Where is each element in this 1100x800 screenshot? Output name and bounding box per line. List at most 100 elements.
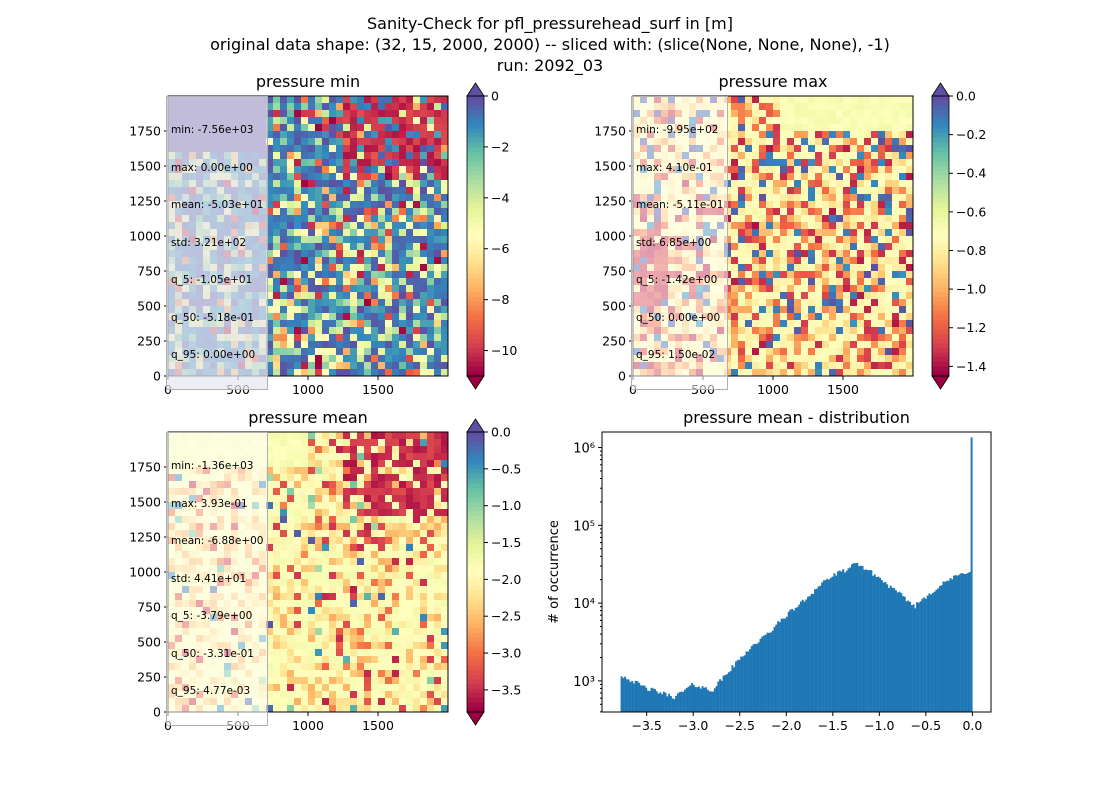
heatmap-cell (738, 166, 746, 174)
heatmap-cell (906, 145, 914, 153)
heatmap-cell (357, 327, 365, 335)
heatmap-cell (364, 243, 372, 251)
heatmap-cell (822, 215, 830, 223)
heatmap-cell (434, 145, 442, 153)
heatmap-cell (280, 264, 288, 272)
heatmap-cell (829, 222, 837, 230)
heatmap-cell (808, 278, 816, 286)
heatmap-cell (301, 117, 309, 125)
heatmap-cell (413, 292, 421, 300)
heatmap-cell (843, 334, 851, 342)
colorbar-segment (932, 147, 949, 153)
colorbar-segment (467, 217, 484, 223)
heatmap-cell (752, 299, 760, 307)
heatmap-cell (294, 313, 302, 321)
heatmap-cell (399, 264, 407, 272)
heatmap-cell (287, 362, 295, 370)
heatmap-cell (413, 194, 421, 202)
heatmap-cell (766, 201, 774, 209)
colorbar-segment (932, 324, 949, 330)
heatmap-cell (871, 201, 879, 209)
heatmap-cell (322, 278, 330, 286)
heatmap-cell (427, 348, 435, 356)
heatmap-cell (287, 453, 295, 461)
heatmap-cell (752, 173, 760, 181)
heatmap-cell (745, 334, 753, 342)
stat-min: min: -7.56e+03 (171, 124, 254, 136)
heatmap-cell (815, 229, 823, 237)
heatmap-cell (308, 96, 316, 104)
heatmap-cell (780, 264, 788, 272)
heatmap-cell (350, 215, 358, 223)
heatmap-cell (308, 264, 316, 272)
heatmap-cell (294, 341, 302, 349)
heatmap-cell (378, 180, 386, 188)
heatmap-cell (266, 278, 274, 286)
heatmap-cell (766, 299, 774, 307)
heatmap-cell (427, 215, 435, 223)
heatmap-cell (801, 117, 809, 125)
heatmap-cell (864, 201, 872, 209)
heatmap-cell (892, 264, 900, 272)
colorbar-segment (932, 138, 949, 144)
heatmap-cell (850, 222, 858, 230)
heatmap-cell (371, 117, 379, 125)
heatmap-cell (878, 194, 886, 202)
heatmap-cell (315, 481, 323, 489)
heatmap-cell (829, 257, 837, 265)
heatmap-cell (794, 194, 802, 202)
heatmap-cell (399, 152, 407, 160)
heatmap-cell (878, 236, 886, 244)
heatmap-cell (906, 250, 914, 258)
stat-mean: mean: -5.11e-01 (636, 199, 724, 211)
heatmap-cell (364, 495, 372, 503)
heatmap-cell (406, 124, 414, 132)
heatmap-cell (766, 334, 774, 342)
heatmap-cell (787, 278, 795, 286)
heatmap-cell (315, 432, 323, 440)
colorbar-segment (467, 100, 484, 106)
heatmap-cell (808, 131, 816, 139)
heatmap-cell (780, 229, 788, 237)
heatmap-cell (420, 103, 428, 111)
heatmap-cell (864, 250, 872, 258)
heatmap-cell (406, 439, 414, 447)
heatmap-cell (322, 201, 330, 209)
heatmap-cell (322, 222, 330, 230)
heatmap-cell (329, 355, 337, 363)
heatmap-cell (434, 327, 442, 335)
heatmap-cell (843, 264, 851, 272)
heatmap-cell (885, 103, 893, 111)
heatmap-cell (843, 222, 851, 230)
heatmap-cell (822, 138, 830, 146)
heatmap-cell (399, 341, 407, 349)
heatmap-cell (801, 145, 809, 153)
heatmap-cell (822, 362, 830, 370)
heatmap-cell (357, 341, 365, 349)
heatmap-cell (864, 131, 872, 139)
heatmap-cell (850, 320, 858, 328)
heatmap-cell (336, 334, 344, 342)
heatmap-cell (427, 320, 435, 328)
heatmap-cell (745, 362, 753, 370)
colorbar-segment (932, 282, 949, 288)
heatmap-cell (301, 215, 309, 223)
heatmap-cell (836, 110, 844, 118)
heatmap-cell (385, 432, 393, 440)
heatmap-cell (773, 229, 781, 237)
heatmap-cell (759, 131, 767, 139)
heatmap-cell (406, 467, 414, 475)
heatmap-cell (427, 495, 435, 503)
heatmap-cell (294, 187, 302, 195)
heatmap-cell (794, 173, 802, 181)
heatmap-cell (399, 117, 407, 125)
heatmap-cell (308, 460, 316, 468)
heatmap-cell (392, 201, 400, 209)
heatmap-cell (287, 103, 295, 111)
heatmap-cell (794, 208, 802, 216)
heatmap-cell (392, 488, 400, 496)
heatmap-cell (738, 194, 746, 202)
heatmap-cell (899, 229, 907, 237)
heatmap-cell (780, 145, 788, 153)
heatmap-cell (399, 208, 407, 216)
